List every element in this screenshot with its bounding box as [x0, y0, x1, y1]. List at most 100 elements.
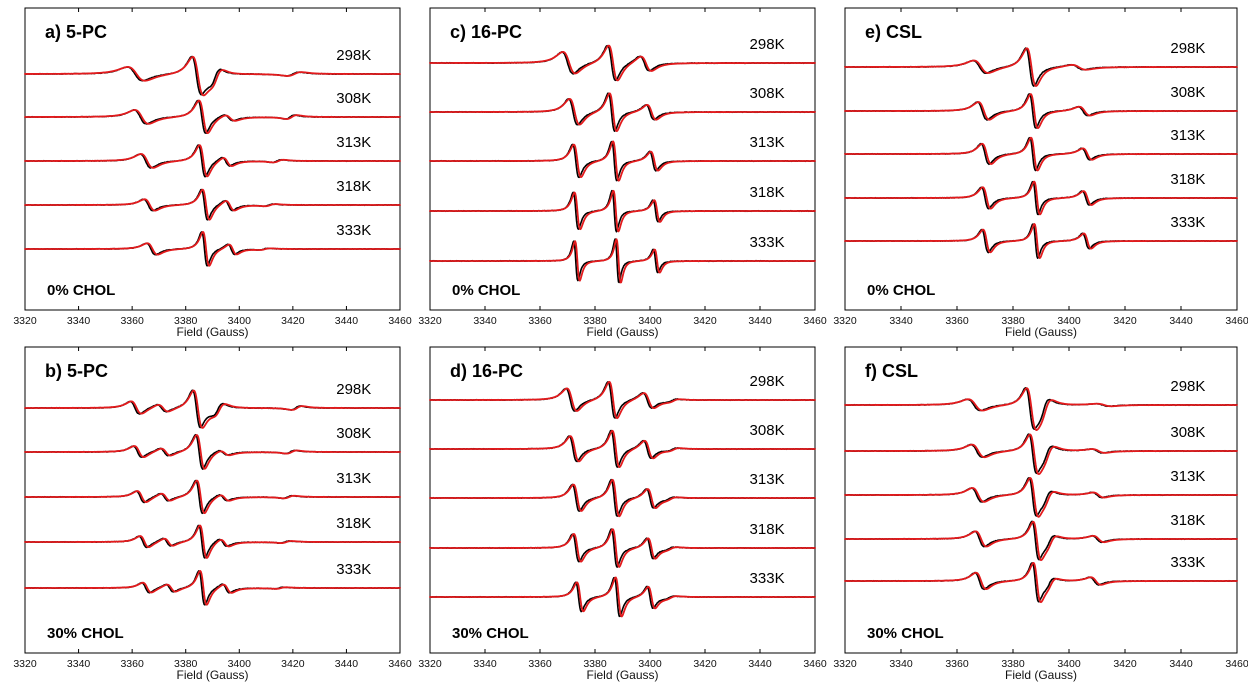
x-tick-label: 3380	[1001, 315, 1025, 327]
simulated-spectrum-318k	[844, 180, 1238, 216]
temperature-label-298k: 298K	[336, 381, 371, 398]
plot-frame	[429, 7, 816, 311]
temperature-label-318k: 318K	[1170, 512, 1205, 529]
simulated-spectrum-318k	[24, 524, 401, 559]
x-axis-title: Field (Gauss)	[586, 668, 658, 682]
x-tick-label: 3380	[583, 315, 607, 327]
x-tick-label: 3360	[120, 658, 144, 670]
temperature-label-318k: 318K	[336, 515, 371, 532]
panel-c-16-pc: 3320 3340 3360 3380 3400 3420 3440 3460 Field (G…	[418, 7, 827, 339]
x-tick-label: 3320	[833, 315, 857, 327]
x-axis-title: Field (Gauss)	[1005, 325, 1077, 339]
simulated-spectrum-313k	[24, 479, 401, 514]
x-tick-label: 3340	[67, 315, 91, 327]
simulated-spectrum-318k	[24, 188, 401, 221]
x-tick-label: 3380	[1001, 658, 1025, 670]
x-tick-label: 3360	[528, 315, 552, 327]
simulated-spectrum-313k	[24, 144, 401, 178]
x-tick-label: 3340	[473, 315, 497, 327]
panel-title: b) 5-PC	[45, 361, 108, 381]
x-tick-label: 3460	[1225, 315, 1248, 327]
panel-b-5-pc: 3320 3340 3360 3380 3400 3420 3440 3460 Field (G…	[13, 346, 412, 682]
plot-frame	[844, 346, 1238, 654]
x-tick-label: 3460	[388, 658, 412, 670]
x-tick-label: 3420	[281, 658, 305, 670]
temperature-label-308k: 308K	[750, 85, 785, 102]
x-tick-label: 3440	[1169, 658, 1193, 670]
x-tick-label: 3320	[418, 315, 442, 327]
x-tick-label: 3440	[335, 658, 359, 670]
x-tick-label: 3380	[583, 658, 607, 670]
panel-a-5-pc: 3320 3340 3360 3380 3400 3420 3440 3460 Field (G…	[13, 7, 412, 339]
panel-title: a) 5-PC	[45, 22, 107, 42]
x-tick-label: 3440	[748, 315, 772, 327]
simulated-spectrum-313k	[844, 136, 1238, 172]
simulated-spectrum-308k	[429, 92, 816, 133]
x-tick-label: 3440	[335, 315, 359, 327]
x-tick-label: 3360	[120, 315, 144, 327]
panel-f-csl: 3320 3340 3360 3380 3400 3420 3440 3460 Field (G…	[833, 346, 1248, 682]
simulated-spectrum-333k	[24, 230, 401, 267]
x-axis-title: Field (Gauss)	[1005, 668, 1077, 682]
temperature-label-333k: 333K	[1170, 554, 1205, 571]
simulated-spectrum-313k	[844, 477, 1238, 518]
simulated-spectrum-308k	[844, 433, 1238, 476]
cholesterol-label: 30% CHOL	[867, 625, 944, 642]
simulated-spectrum-333k	[24, 570, 401, 606]
x-tick-label: 3420	[1113, 315, 1137, 327]
temperature-label-313k: 313K	[750, 471, 785, 488]
x-tick-label: 3320	[833, 658, 857, 670]
x-tick-label: 3460	[1225, 658, 1248, 670]
cholesterol-label: 30% CHOL	[47, 625, 124, 642]
x-tick-label: 3460	[803, 315, 827, 327]
simulated-spectrum-318k	[429, 189, 816, 233]
simulated-spectrum-313k	[429, 478, 816, 518]
x-tick-label: 3380	[174, 315, 198, 327]
temperature-label-313k: 313K	[1170, 468, 1205, 485]
plot-frame	[24, 7, 401, 311]
temperature-label-298k: 298K	[750, 373, 785, 390]
x-tick-label: 3400	[1057, 315, 1081, 327]
simulated-spectrum-308k	[24, 434, 401, 470]
simulated-spectrum-333k	[844, 562, 1238, 604]
panel-d-16-pc: 3320 3340 3360 3380 3400 3420 3440 3460 Field (G…	[418, 346, 827, 682]
temperature-label-308k: 308K	[750, 422, 785, 439]
simulated-spectrum-308k	[24, 99, 401, 135]
x-tick-label: 3420	[281, 315, 305, 327]
plot-frame	[429, 346, 816, 654]
x-axis-title: Field (Gauss)	[176, 325, 248, 339]
simulated-spectrum-298k	[24, 389, 401, 429]
x-tick-label: 3340	[889, 315, 913, 327]
x-tick-label: 3460	[803, 658, 827, 670]
simulated-spectrum-298k	[844, 387, 1238, 431]
x-tick-label: 3340	[889, 658, 913, 670]
temperature-label-333k: 333K	[750, 234, 785, 251]
x-tick-label: 3400	[228, 658, 252, 670]
simulated-spectrum-318k	[429, 528, 816, 568]
simulated-spectrum-298k	[24, 55, 401, 97]
temperature-label-298k: 298K	[336, 47, 371, 64]
simulated-spectrum-313k	[429, 140, 816, 182]
cholesterol-label: 0% CHOL	[452, 282, 520, 299]
temperature-label-298k: 298K	[1170, 40, 1205, 57]
temperature-label-313k: 313K	[1170, 127, 1205, 144]
temperature-label-308k: 308K	[1170, 424, 1205, 441]
temperature-label-313k: 313K	[750, 134, 785, 151]
temperature-label-298k: 298K	[750, 36, 785, 53]
x-tick-label: 3340	[473, 658, 497, 670]
x-tick-label: 3320	[418, 658, 442, 670]
panel-title: c) 16-PC	[450, 22, 522, 42]
x-tick-label: 3360	[528, 658, 552, 670]
temperature-label-313k: 313K	[336, 134, 371, 151]
temperature-label-308k: 308K	[336, 425, 371, 442]
x-tick-label: 3320	[13, 315, 37, 327]
simulated-spectrum-308k	[844, 93, 1238, 129]
x-tick-label: 3340	[67, 658, 91, 670]
x-tick-label: 3360	[945, 658, 969, 670]
simulated-spectrum-298k	[429, 380, 816, 420]
cholesterol-label: 30% CHOL	[452, 625, 529, 642]
x-tick-label: 3380	[174, 658, 198, 670]
x-tick-label: 3400	[638, 315, 662, 327]
temperature-label-298k: 298K	[1170, 378, 1205, 395]
